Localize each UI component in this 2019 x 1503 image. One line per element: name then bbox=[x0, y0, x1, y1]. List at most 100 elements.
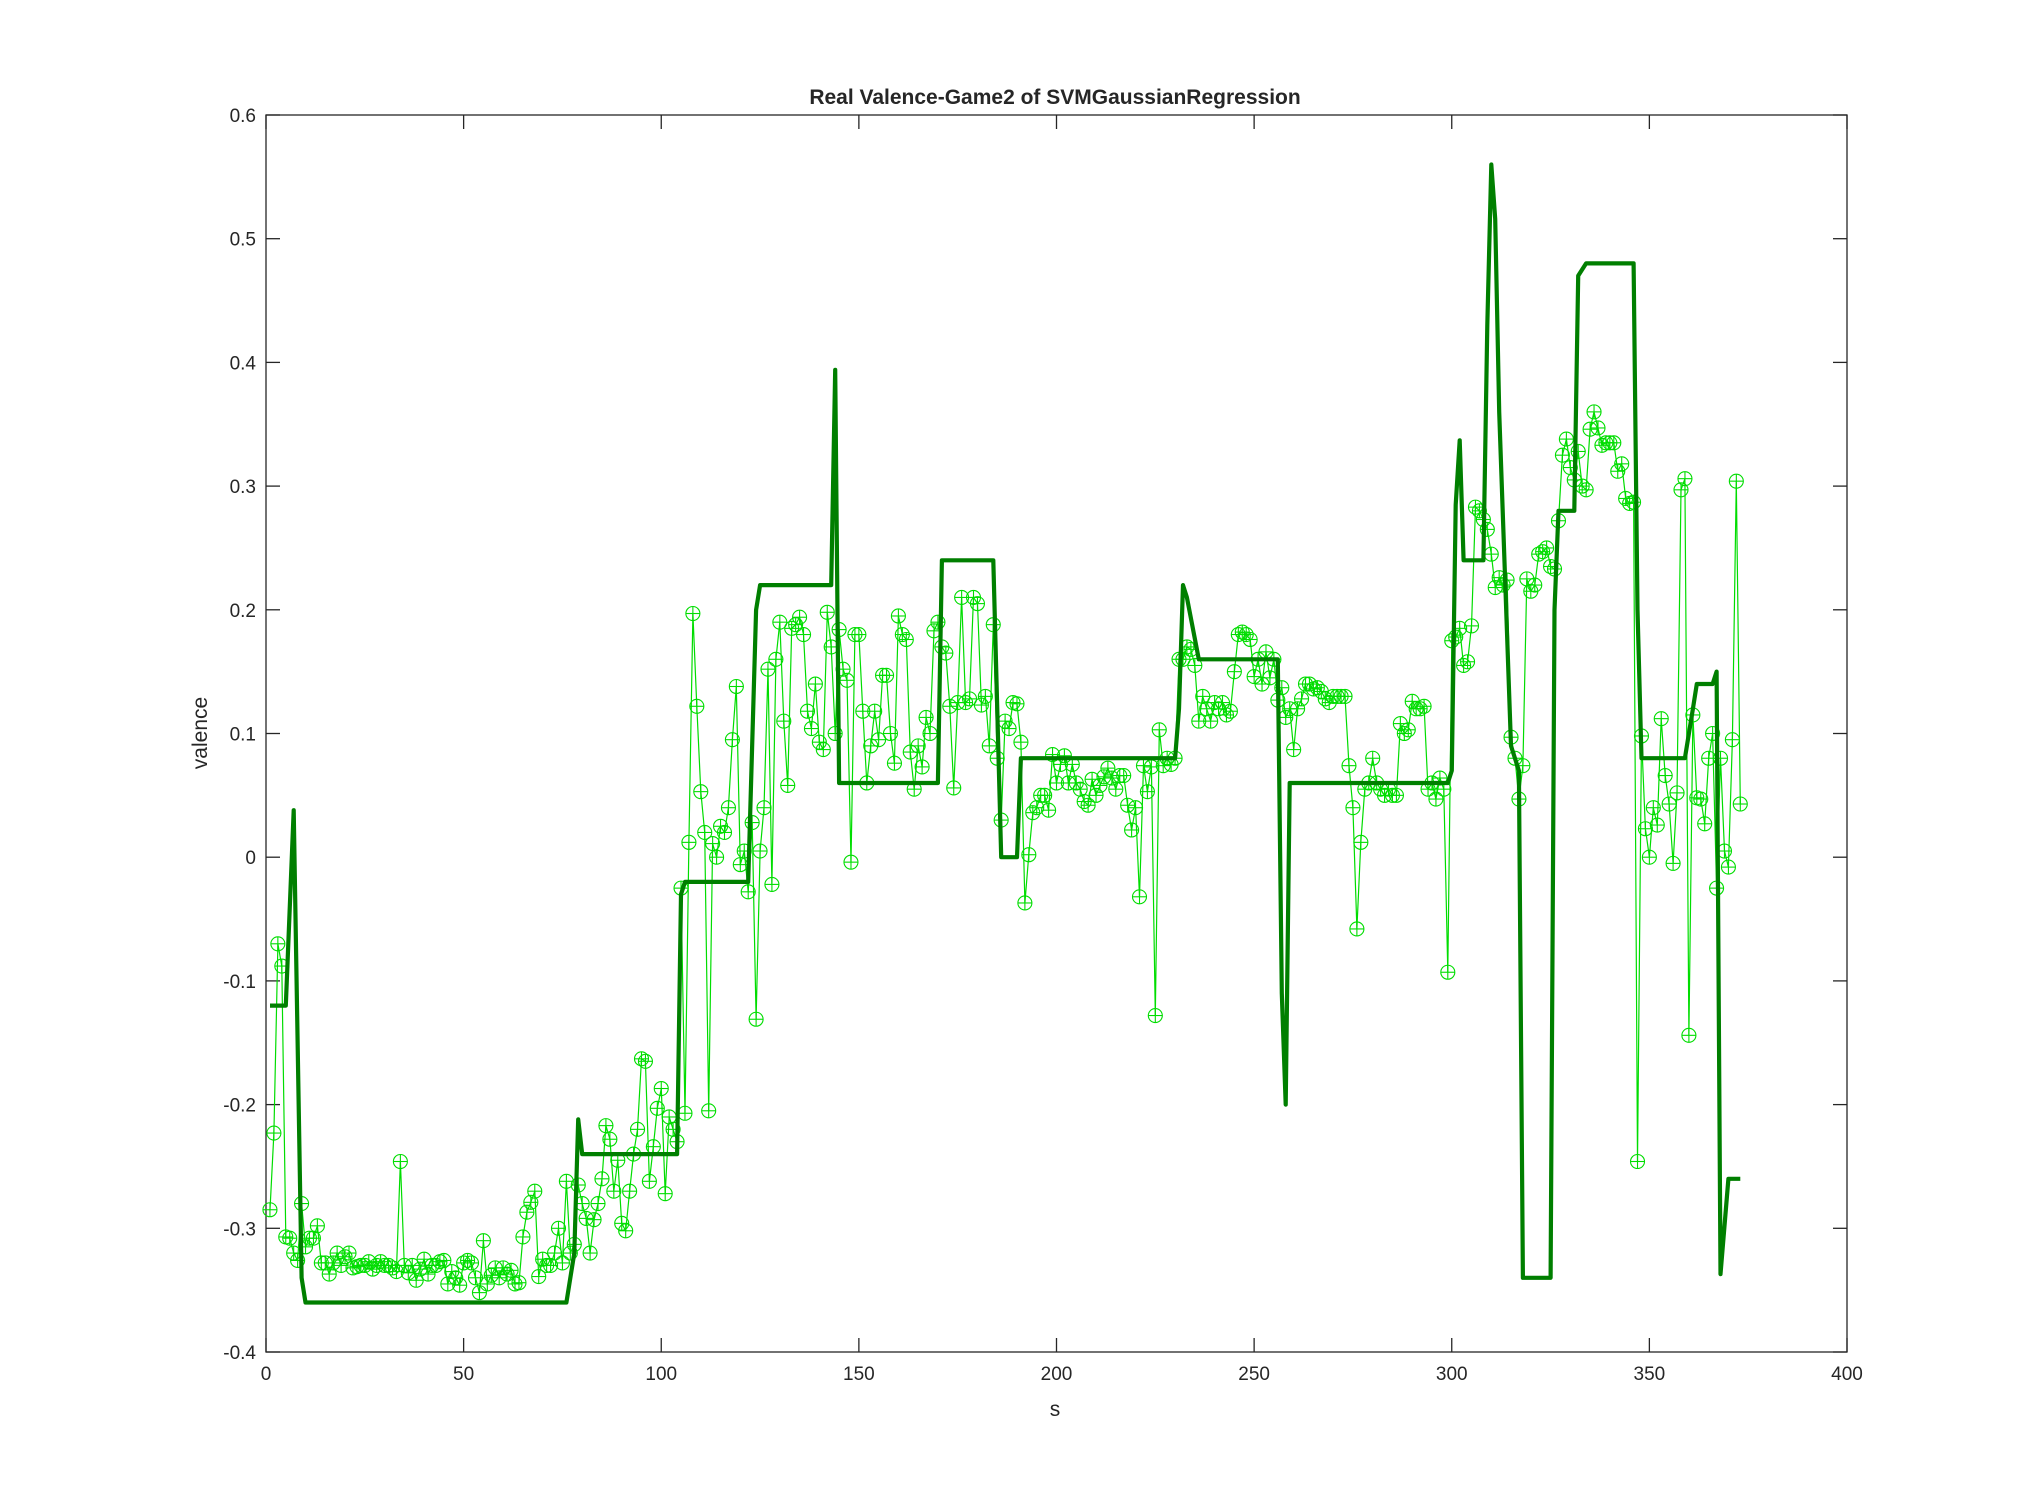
data-point bbox=[1128, 800, 1144, 816]
data-point bbox=[1665, 855, 1681, 871]
data-point bbox=[1661, 796, 1677, 812]
y-axis: -0.4 -0.3 -0.2 -0.1 0 0.1 0.2 0.3 0.4 0.5 0.6 bbox=[223, 106, 1847, 1364]
data-point bbox=[764, 876, 780, 892]
data-point bbox=[1697, 816, 1713, 832]
data-point bbox=[1092, 777, 1108, 794]
data-point bbox=[784, 620, 800, 636]
data-point bbox=[1558, 431, 1574, 447]
data-point bbox=[1104, 770, 1120, 786]
data-point bbox=[1641, 849, 1657, 865]
data-point bbox=[839, 672, 855, 688]
data-point bbox=[1290, 701, 1306, 717]
data-point bbox=[1400, 722, 1416, 738]
y-tick-label: 0 bbox=[245, 848, 256, 869]
x-tick-label: 150 bbox=[843, 1364, 875, 1385]
data-point bbox=[1222, 703, 1238, 719]
data-point bbox=[886, 755, 902, 771]
data-point bbox=[1116, 768, 1132, 784]
series-layer bbox=[262, 162, 1748, 1305]
data-point bbox=[404, 1257, 420, 1273]
data-point bbox=[1365, 750, 1381, 766]
data-point bbox=[1218, 707, 1235, 723]
y-tick-label: 0.2 bbox=[230, 601, 256, 622]
data-point bbox=[681, 834, 697, 850]
data-point bbox=[1041, 802, 1057, 818]
data-point bbox=[649, 1100, 665, 1116]
data-point bbox=[479, 1276, 495, 1292]
data-point bbox=[776, 713, 792, 729]
data-point bbox=[882, 725, 899, 742]
data-point bbox=[1724, 732, 1740, 748]
data-point bbox=[1139, 784, 1155, 800]
data-point bbox=[578, 1210, 594, 1226]
data-point bbox=[1483, 546, 1499, 562]
data-point bbox=[452, 1277, 468, 1293]
data-point bbox=[827, 725, 843, 742]
data-point bbox=[1554, 447, 1570, 463]
data-point bbox=[1345, 800, 1361, 816]
data-point bbox=[1440, 964, 1456, 980]
y-tick-label: 0.5 bbox=[230, 230, 256, 251]
data-point bbox=[653, 1080, 669, 1097]
x-axis: 0 50 100 150 200 250 300 350 400 bbox=[261, 115, 1863, 1385]
data-point bbox=[1388, 787, 1404, 803]
data-point bbox=[1108, 781, 1124, 797]
data-point bbox=[499, 1266, 515, 1282]
data-point bbox=[333, 1257, 349, 1273]
x-axis-label: s bbox=[1050, 1398, 1061, 1421]
data-point bbox=[428, 1257, 444, 1273]
data-point bbox=[1463, 618, 1480, 634]
data-point bbox=[341, 1245, 357, 1261]
data-point bbox=[922, 725, 938, 742]
data-point bbox=[1728, 473, 1744, 489]
data-point bbox=[772, 614, 788, 630]
data-point bbox=[1574, 478, 1590, 494]
data-point bbox=[1586, 404, 1602, 420]
data-point bbox=[629, 1121, 646, 1137]
data-point bbox=[890, 608, 906, 624]
data-point bbox=[1337, 688, 1353, 704]
data-point bbox=[768, 651, 784, 667]
data-point bbox=[1001, 721, 1017, 737]
data-point bbox=[807, 676, 823, 692]
x-tick-label: 100 bbox=[645, 1364, 677, 1385]
x-tick-label: 300 bbox=[1436, 1364, 1468, 1385]
data-point bbox=[546, 1245, 563, 1261]
data-point bbox=[1460, 654, 1476, 670]
data-point bbox=[724, 732, 740, 748]
data-point bbox=[1238, 626, 1254, 643]
data-point bbox=[1456, 657, 1472, 674]
data-point bbox=[1720, 859, 1736, 875]
data-point bbox=[760, 661, 776, 677]
data-point bbox=[1673, 482, 1689, 498]
data-point bbox=[677, 1105, 693, 1121]
data-point bbox=[918, 709, 934, 725]
x-tick-label: 400 bbox=[1831, 1364, 1863, 1385]
data-point bbox=[436, 1252, 452, 1269]
real-series-line bbox=[270, 162, 1741, 1305]
data-point bbox=[1732, 796, 1748, 812]
data-point bbox=[871, 732, 887, 748]
y-tick-label: -0.3 bbox=[223, 1219, 256, 1240]
y-axis-label: valence bbox=[189, 697, 212, 769]
data-point bbox=[515, 1229, 531, 1245]
y-tick-label: 0.1 bbox=[230, 725, 256, 746]
y-tick-label: -0.4 bbox=[223, 1343, 256, 1364]
data-point bbox=[531, 1268, 547, 1285]
data-point bbox=[1017, 895, 1033, 911]
data-point bbox=[867, 703, 883, 719]
data-point bbox=[685, 605, 701, 622]
data-point bbox=[898, 631, 914, 648]
data-point bbox=[558, 1173, 574, 1189]
data-point bbox=[586, 1212, 602, 1228]
data-point bbox=[1681, 1027, 1697, 1043]
data-point bbox=[1262, 670, 1278, 686]
data-point bbox=[1353, 834, 1369, 850]
data-point bbox=[1653, 711, 1669, 727]
data-point bbox=[337, 1249, 353, 1265]
data-point bbox=[554, 1255, 570, 1271]
data-point bbox=[380, 1257, 397, 1273]
data-point bbox=[618, 1223, 634, 1239]
data-point bbox=[637, 1053, 653, 1069]
data-point bbox=[1203, 713, 1219, 729]
